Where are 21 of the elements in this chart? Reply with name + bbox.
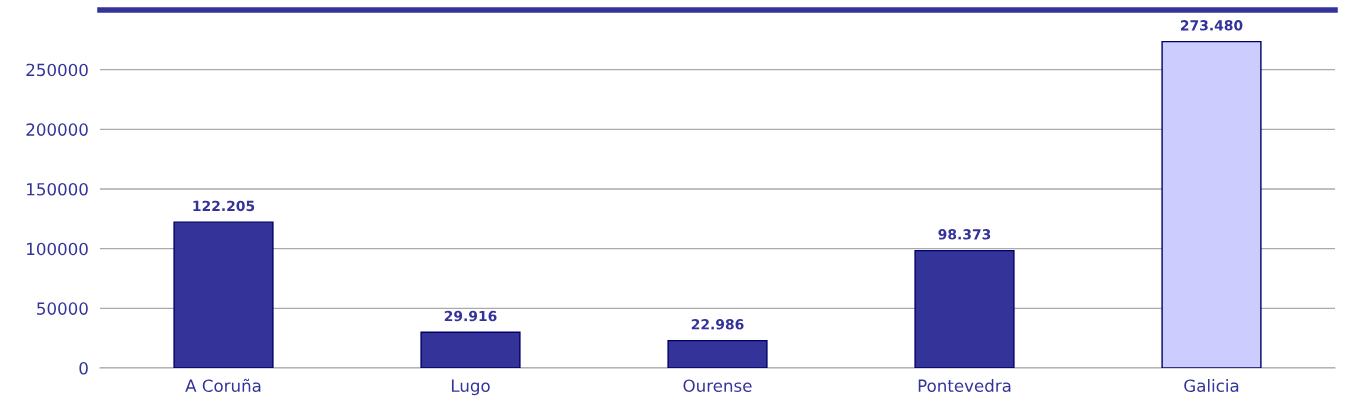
x-tick-label: A Coruña <box>185 378 261 393</box>
y-tick-label: 100000 <box>27 242 88 256</box>
y-tick-label: 150000 <box>27 182 88 196</box>
x-tick-label: Lugo <box>451 379 490 396</box>
bar <box>1161 40 1262 368</box>
y-tick-label: 250000 <box>26 63 88 77</box>
y-tick-label: 0 <box>79 361 88 375</box>
x-tick-label: Pontevedra <box>918 379 1011 393</box>
y-tick-label: 50000 <box>37 302 88 315</box>
data-label: 273.480 <box>1180 20 1243 31</box>
data-label: 122.205 <box>193 200 255 212</box>
x-tick-label: Ourense <box>683 379 752 393</box>
data-label: 22.986 <box>691 319 744 330</box>
data-label: 29.916 <box>444 310 497 322</box>
bar <box>420 331 521 368</box>
bar <box>667 339 768 368</box>
bar <box>173 221 274 368</box>
y-tick-label: 200000 <box>26 123 88 136</box>
bar <box>914 249 1015 368</box>
x-tick-label: Galicia <box>1184 379 1239 393</box>
data-label: 98.373 <box>938 229 991 240</box>
